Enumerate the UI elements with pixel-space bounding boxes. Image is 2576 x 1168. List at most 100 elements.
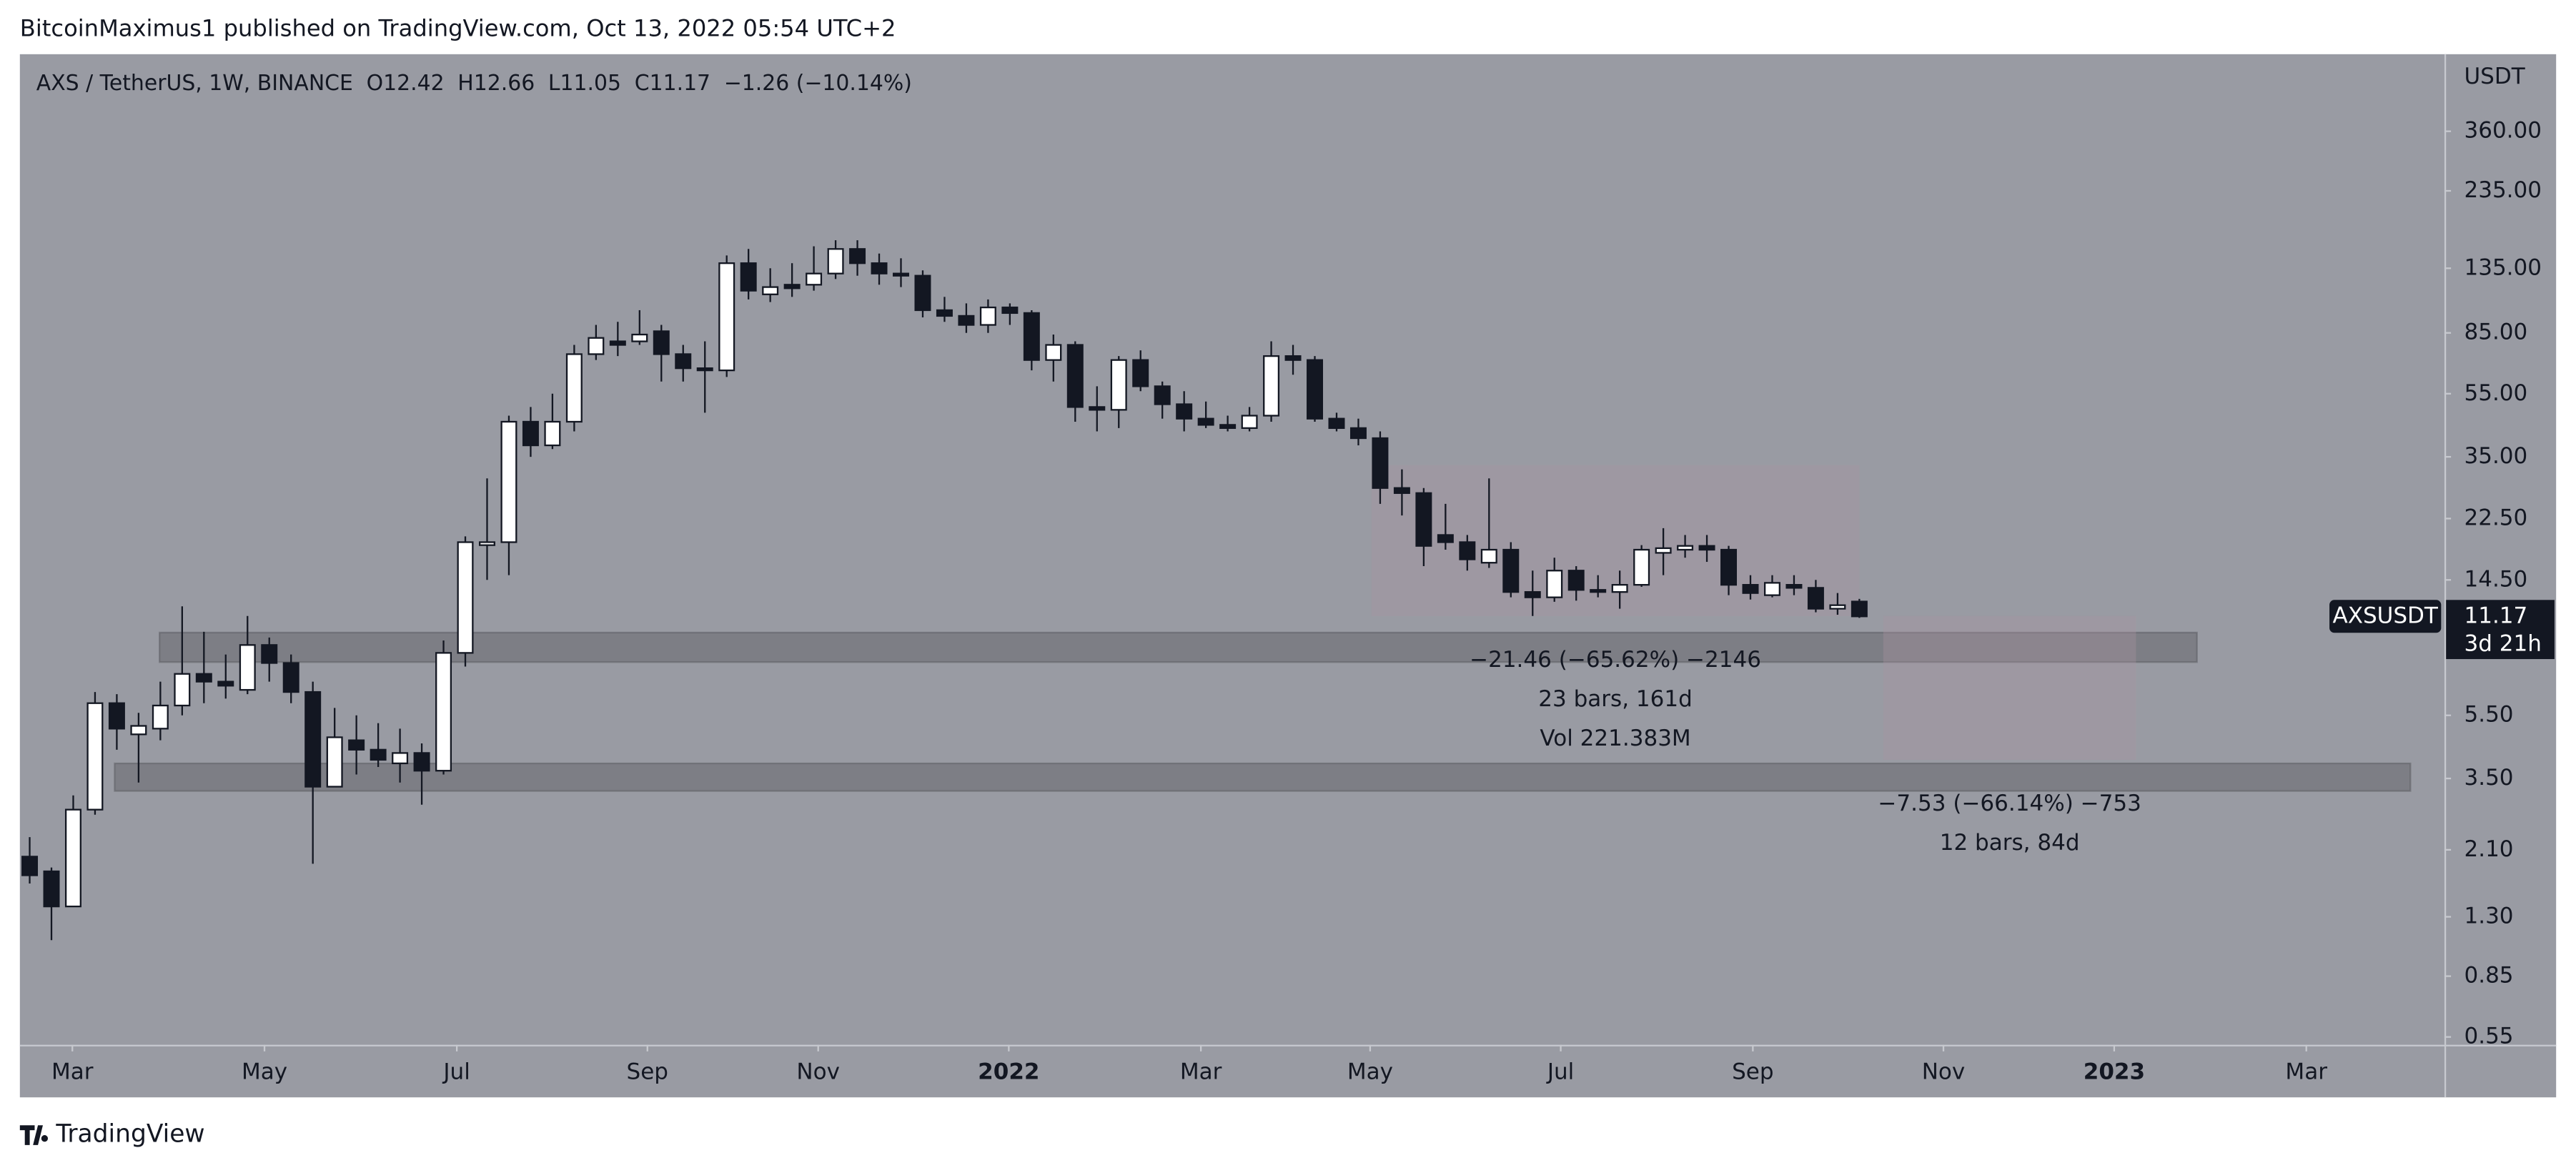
candle-body (936, 309, 953, 317)
candle-body (500, 420, 517, 543)
candle-body (631, 333, 648, 342)
symbol-label: AXSUSDT (2332, 603, 2438, 628)
ohlc-key: H (457, 71, 473, 96)
candle-body (1698, 545, 1715, 551)
candle-body (1415, 492, 1432, 547)
candle-body (1284, 355, 1302, 361)
candle-body (1480, 548, 1497, 564)
candle-body (239, 644, 256, 691)
price-unit: USDT (2464, 64, 2525, 89)
candle-body (979, 306, 996, 326)
candle-body (588, 337, 605, 355)
candle-body (871, 262, 888, 274)
candle-body (1807, 587, 1824, 610)
symbol-title: AXS / TetherUS, 1W, BINANCE (36, 71, 353, 96)
y-tick-label: 22.50 (2464, 505, 2527, 530)
x-tick-label: 2023 (2084, 1059, 2145, 1085)
brand: TradingView (55, 1120, 204, 1149)
y-tick-label: 35.00 (2464, 443, 2527, 469)
candle-body (392, 752, 409, 765)
candle-body (565, 353, 583, 423)
x-tick-label: Sep (1732, 1059, 1773, 1085)
candle-body (1307, 359, 1324, 420)
chart-pane (19, 54, 2557, 1098)
candle-body (435, 652, 452, 772)
candle-body (827, 248, 844, 274)
candle-body (1459, 541, 1476, 560)
candle-body (1677, 545, 1694, 551)
candle-body (1720, 548, 1738, 586)
y-tick-label: 0.85 (2464, 963, 2513, 989)
candle-body (609, 340, 626, 346)
ohlc-value: 11.05 (560, 71, 621, 96)
candle-body (1176, 403, 1193, 420)
candle-body (261, 644, 278, 664)
y-tick-label: 14.50 (2464, 566, 2527, 592)
x-tick-label: Jul (442, 1059, 470, 1085)
price-label-bg (2446, 600, 2555, 660)
price-label: 11.17 (2464, 603, 2527, 628)
candle-body (893, 272, 909, 277)
axes: 0.55 0.85 1.30 2.10 3.50 5.50 14.50 22.50 35.00 5… (51, 118, 2555, 1085)
candle-body (1763, 582, 1780, 596)
publisher: BitcoinMaximus1 published on TradingView… (20, 14, 896, 41)
candle-body (86, 702, 104, 811)
y-tick-label: 55.00 (2464, 380, 2527, 406)
x-tick-label: Nov (1922, 1059, 1966, 1085)
y-tick-label: 5.50 (2464, 702, 2513, 728)
candle-body (1742, 584, 1759, 594)
ohlc-key: O (367, 71, 384, 96)
x-tick-label: Mar (1180, 1059, 1222, 1085)
candle-body (1328, 417, 1345, 430)
candle-body (696, 367, 713, 372)
y-tick-label: 1.30 (2464, 904, 2513, 929)
candle-body (1829, 604, 1846, 610)
candle-body (152, 704, 169, 730)
y-tick-label: 0.55 (2464, 1024, 2513, 1049)
ohlc-value: 12.66 (474, 71, 535, 96)
candle-body (522, 420, 539, 447)
candle-body (653, 330, 670, 355)
measure-label: Vol 221.383M (1540, 726, 1690, 751)
x-tick-label: 2022 (978, 1059, 1039, 1085)
ohlc-key: C (635, 71, 650, 96)
measure-box (1883, 615, 2136, 760)
candle-body (1045, 344, 1062, 361)
y-tick-label: 135.00 (2464, 254, 2542, 280)
candle-body (1372, 437, 1389, 489)
symbol-label-bg (2329, 600, 2442, 633)
candle-body (914, 274, 931, 312)
candle-body (806, 272, 823, 286)
y-tick-label: 360.00 (2464, 118, 2542, 144)
candle-body (413, 752, 430, 772)
countdown: 3d 21h (2464, 630, 2541, 656)
x-tick-label: Jul (1546, 1059, 1574, 1085)
candle-body (43, 870, 60, 908)
x-tick-label: Sep (627, 1059, 668, 1085)
candle-body (544, 420, 561, 447)
brand-logo (19, 1125, 48, 1145)
y-tick-label: 2.10 (2464, 836, 2513, 862)
candle-body (1066, 344, 1084, 408)
candle-body (108, 702, 125, 730)
candle-body (958, 315, 975, 326)
candle-body (675, 353, 692, 370)
candle-body (783, 284, 801, 289)
ohlc-key: L (548, 71, 560, 96)
y-tick-label: 3.50 (2464, 765, 2513, 791)
candles (21, 240, 1868, 941)
candle-body (718, 262, 735, 372)
candle-body (457, 541, 474, 654)
candle-body (1132, 359, 1149, 387)
candle-body (1567, 570, 1585, 591)
y-tick-label: 85.00 (2464, 320, 2527, 345)
support-zone (114, 762, 2412, 792)
candle-body (348, 739, 365, 751)
measure-label: 23 bars, 161d (1538, 686, 1693, 712)
x-tick-label: May (242, 1059, 287, 1085)
candle-body (195, 673, 212, 683)
candle-body (1851, 600, 1868, 618)
candle-body (1502, 548, 1520, 593)
candle-body (130, 725, 147, 736)
